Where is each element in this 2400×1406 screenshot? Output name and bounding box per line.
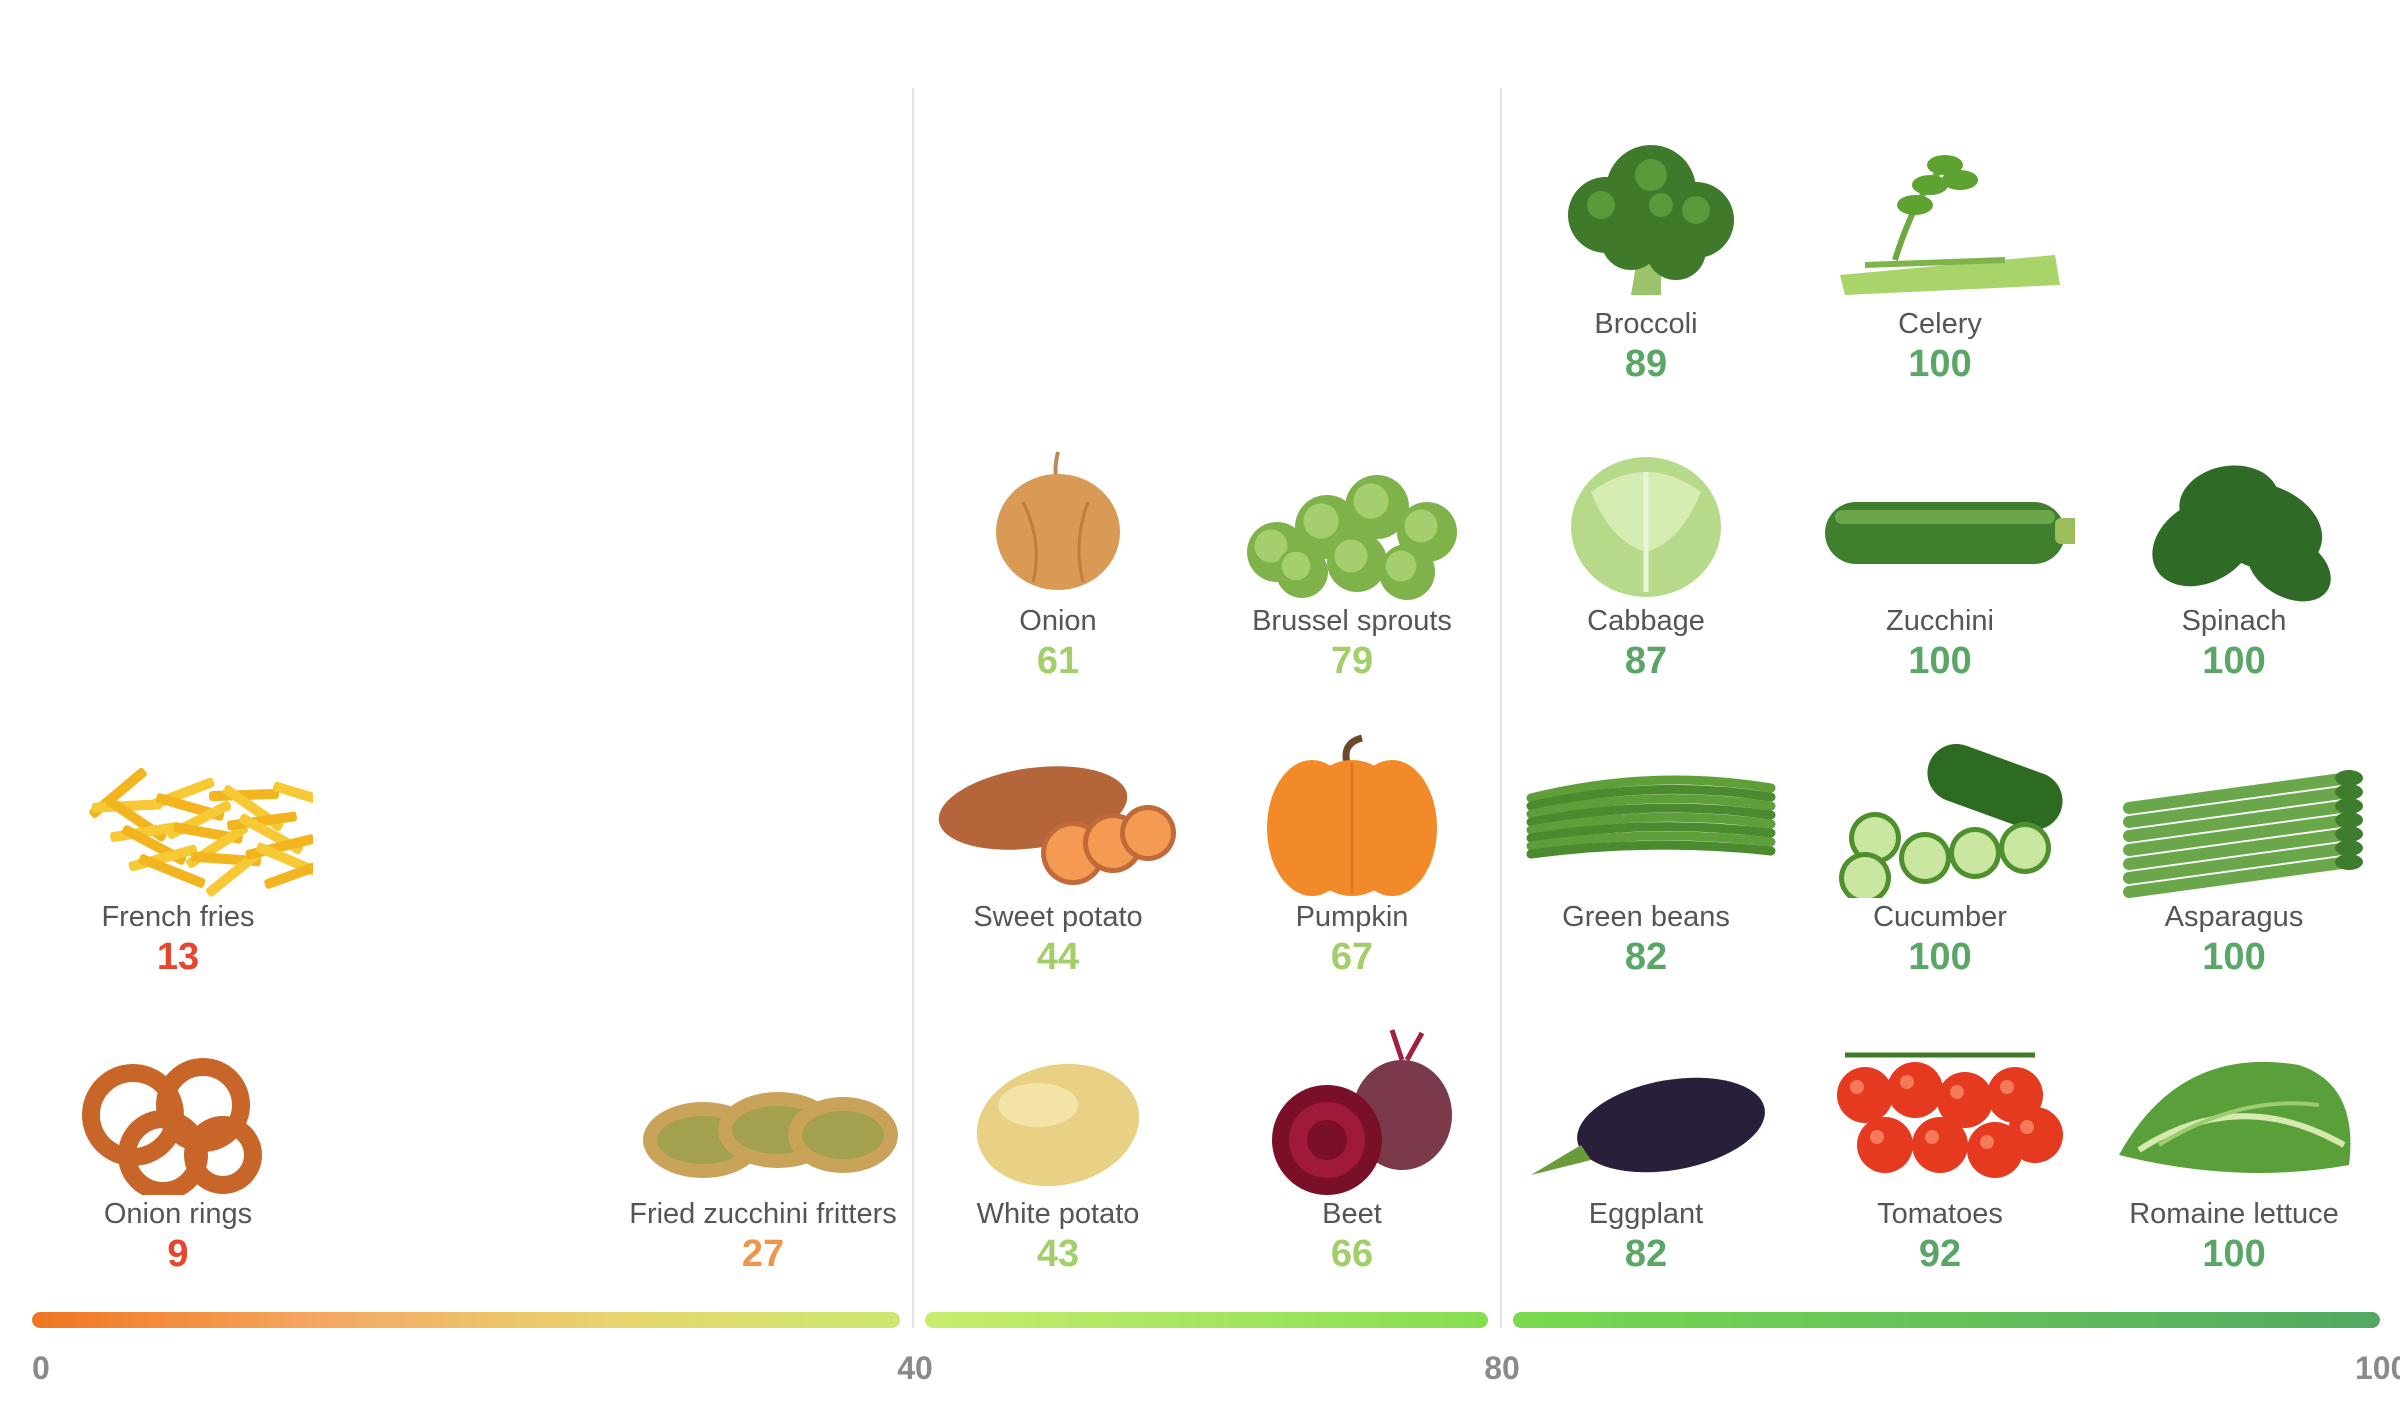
onion-icon (923, 432, 1193, 602)
celery-icon (1805, 135, 2075, 305)
vegetable-score: 43 (1036, 1233, 1080, 1275)
score-band-bar (925, 1312, 1488, 1328)
vegetable-score: 44 (1036, 936, 1080, 978)
vegetable-item: Fried zucchini fritters 27 (613, 1025, 913, 1277)
vegetable-score: 79 (1330, 640, 1374, 682)
vegetable-item: Brussel sprouts 79 (1202, 432, 1502, 684)
vegetable-item: Beet 66 (1202, 1025, 1502, 1277)
white-potato-icon (923, 1025, 1193, 1195)
romaine-lettuce-icon (2099, 1025, 2369, 1195)
vegetable-name: Zucchini (1886, 605, 1994, 637)
beet-icon (1217, 1025, 1487, 1195)
vegetable-item: Sweet potato 44 (908, 728, 1208, 980)
spinach-icon (2099, 432, 2369, 602)
x-tick-label: 40 (897, 1350, 933, 1386)
vegetable-score: 13 (156, 936, 200, 978)
vegetable-item: French fries 13 (28, 728, 328, 980)
vegetable-name: Onion (1019, 605, 1097, 637)
vegetable-score: 100 (2202, 936, 2266, 978)
cucumber-icon (1805, 728, 2075, 898)
vegetable-name: French fries (101, 901, 255, 933)
vegetable-name: Romaine lettuce (2129, 1198, 2339, 1230)
vegetable-score: 61 (1036, 640, 1080, 682)
vegetable-name: Tomatoes (1877, 1198, 2003, 1230)
vegetable-item: Romaine lettuce 100 (2084, 1025, 2384, 1277)
pumpkin-icon (1217, 728, 1487, 898)
vegetable-name: Cucumber (1873, 901, 2007, 933)
vegetable-item: Eggplant 82 (1496, 1025, 1796, 1277)
vegetable-item: Pumpkin 67 (1202, 728, 1502, 980)
vegetable-name: Celery (1898, 308, 1982, 340)
vegetable-name: White potato (976, 1198, 1140, 1230)
band-divider (1500, 88, 1502, 1328)
vegetable-item: Celery 100 (1790, 135, 2090, 387)
tomatoes-icon (1805, 1025, 2075, 1195)
vegetable-score: 89 (1624, 343, 1668, 385)
asparagus-icon (2099, 728, 2369, 898)
vegetable-item: Tomatoes 92 (1790, 1025, 2090, 1277)
band-divider (912, 88, 914, 1328)
vegetable-name: Green beans (1562, 901, 1730, 933)
vegetable-name: Spinach (2181, 605, 2287, 637)
vegetable-name: Eggplant (1588, 1198, 1704, 1230)
vegetable-item: White potato 43 (908, 1025, 1208, 1277)
x-tick-label: 100 (2355, 1350, 2400, 1386)
score-band-bar (32, 1312, 900, 1328)
vegetable-item: Zucchini 100 (1790, 432, 2090, 684)
vegetable-item: Asparagus 100 (2084, 728, 2384, 980)
vegetable-name: Brussel sprouts (1252, 605, 1452, 637)
vegetable-score: 27 (741, 1233, 785, 1275)
vegetable-score: 92 (1918, 1233, 1962, 1275)
vegetable-score: 87 (1624, 640, 1668, 682)
vegetable-item: Cucumber 100 (1790, 728, 2090, 980)
vegetable-score: 9 (167, 1233, 189, 1275)
zucchini-icon (1805, 432, 2075, 602)
x-tick-label: 0 (32, 1350, 50, 1386)
vegetable-name: Broccoli (1594, 308, 1698, 340)
score-band-bar (1513, 1312, 2380, 1328)
brussel-sprouts-icon (1217, 432, 1487, 602)
zucchini-fritters-icon (628, 1025, 898, 1195)
vegetable-score: 66 (1330, 1233, 1374, 1275)
vegetable-name: Onion rings (103, 1198, 253, 1230)
onion-rings-icon (43, 1025, 313, 1195)
french-fries-icon (43, 728, 313, 898)
vegetable-score: 100 (1908, 640, 1972, 682)
vegetable-name: Cabbage (1587, 605, 1705, 637)
vegetable-score: 100 (1908, 343, 1972, 385)
vegetable-name: Beet (1322, 1198, 1382, 1230)
vegetable-item: Green beans 82 (1496, 728, 1796, 980)
vegetable-item: Spinach 100 (2084, 432, 2384, 684)
vegetable-score: 82 (1624, 1233, 1668, 1275)
vegetable-item: Broccoli 89 (1496, 135, 1796, 387)
green-beans-icon (1511, 728, 1781, 898)
vegetable-name: Sweet potato (973, 901, 1143, 933)
vegetable-score: 67 (1330, 936, 1374, 978)
eggplant-icon (1511, 1025, 1781, 1195)
cabbage-icon (1511, 432, 1781, 602)
vegetable-score: 82 (1624, 936, 1668, 978)
vegetable-item: Onion 61 (908, 432, 1208, 684)
vegetable-score: 100 (1908, 936, 1972, 978)
vegetable-score: 100 (2202, 640, 2266, 682)
vegetable-name: Asparagus (2164, 901, 2304, 933)
sweet-potato-icon (923, 728, 1193, 898)
vegetable-name: Pumpkin (1295, 901, 1409, 933)
vegetable-name: Fried zucchini fritters (629, 1198, 897, 1230)
vegetable-item: Onion rings 9 (28, 1025, 328, 1277)
x-tick-label: 80 (1484, 1350, 1520, 1386)
vegetable-score: 100 (2202, 1233, 2266, 1275)
vegetable-item: Cabbage 87 (1496, 432, 1796, 684)
broccoli-icon (1511, 135, 1781, 305)
